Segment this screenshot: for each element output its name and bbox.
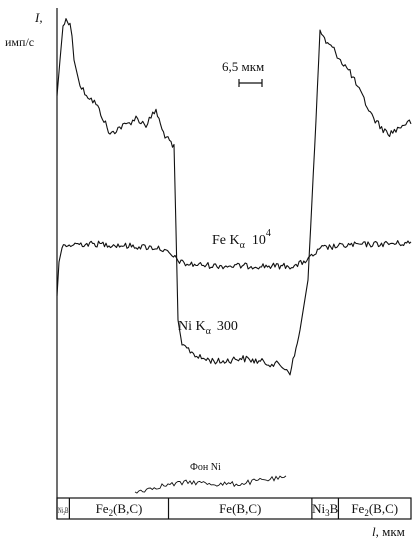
series-ni-ka-line <box>56 18 412 376</box>
y-axis-label: I, <box>34 10 43 25</box>
phase-dividers <box>68 498 340 519</box>
scale-bar <box>238 79 263 87</box>
y-axis-units: имп/с <box>5 35 34 49</box>
series-label-fe: Fe Kα 104 <box>212 228 271 251</box>
phase-label: Ni3B <box>58 506 68 517</box>
series-ni-background-line <box>134 475 287 494</box>
phase-band <box>56 497 412 520</box>
x-axis-label: l, мкм <box>372 524 405 539</box>
phase-label: Fe2(B,C) <box>351 501 398 518</box>
series-fe-ka-line <box>56 240 412 297</box>
phase-labels: Ni3B Fe2(B,C) Fe(B,C) Ni3B Fe2(B,C) <box>58 501 398 518</box>
series-label-ni: Ni Kα 300 <box>178 319 238 337</box>
phase-label: Fe2(B,C) <box>96 501 143 518</box>
scale-bar-label: 6,5 мкм <box>222 59 264 74</box>
phase-label: Fe(B,C) <box>219 501 261 516</box>
phase-label: Ni3B <box>312 501 339 518</box>
series-label-background: Фон Ni <box>190 462 221 473</box>
